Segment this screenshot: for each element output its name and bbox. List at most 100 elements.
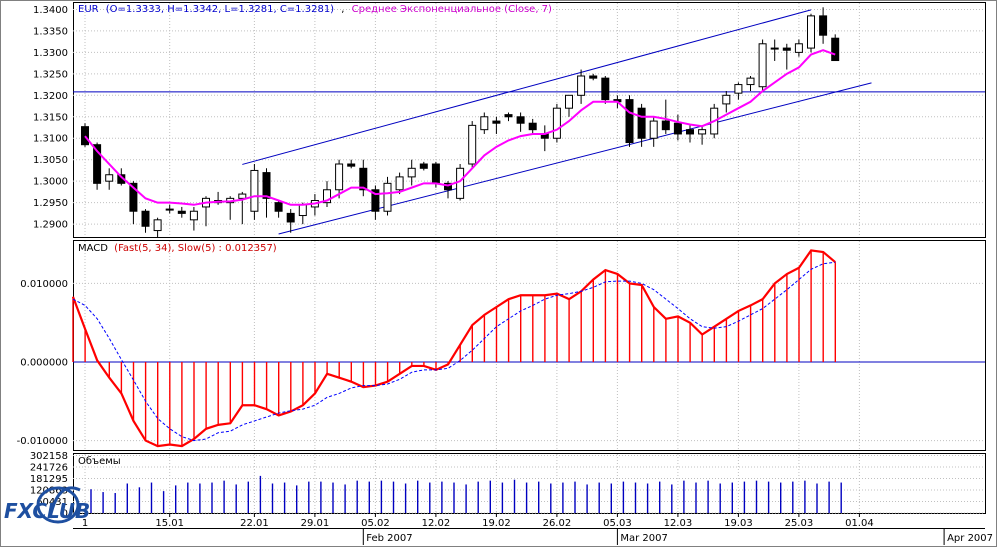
volume-y-tick-label: 60431 (36, 497, 68, 508)
candle-body (456, 167, 465, 199)
candle (722, 91, 731, 113)
candle-body (565, 94, 573, 109)
ema-label: Среднее Экспоненциальное (Close, 7) (352, 4, 552, 15)
price-header: EUR (O=1.3333, H=1.3342, L=1.3281, C=1.3… (78, 4, 552, 15)
volume-y-tick-label: 241726 (30, 462, 68, 473)
macd-header: MACD (Fast(5, 34), Slow(5) : 0.012357) (78, 243, 277, 254)
candle-body (177, 210, 186, 214)
candle-body (250, 169, 259, 212)
candle (819, 7, 828, 44)
x-axis: 1 15.01 22.01 29.01 05.02 12.02 19.02 26.02 05.0… (73, 513, 993, 545)
price-y-axis: 1.3400 1.3350 1.3300 1.3250 1.3200 1.3150 1.31… (33, 5, 68, 231)
x-tick-label: 12.02 (422, 518, 451, 529)
candle (746, 75, 755, 92)
x-tick-label: 26.02 (543, 518, 572, 529)
symbol-label: EUR (78, 4, 99, 15)
candle (601, 75, 610, 104)
month-label: Apr 2007 (947, 533, 993, 544)
candle (516, 112, 525, 132)
candle (238, 191, 247, 225)
macd-y-tick-label: -0.010000 (17, 436, 68, 447)
price-y-tick-label: 1.3150 (33, 112, 68, 123)
price-y-tick-label: 1.2950 (33, 198, 68, 209)
x-tick-label: 19.03 (724, 518, 753, 529)
candle-body (819, 15, 828, 36)
candle (347, 159, 356, 169)
x-tick-label: 29.01 (301, 518, 330, 529)
candle-body (323, 189, 331, 204)
candle-body (81, 126, 89, 146)
candle (770, 39, 779, 61)
candle (274, 200, 283, 218)
candle-body (238, 193, 247, 199)
volume-title: Объемы (78, 456, 121, 467)
candle-body (552, 107, 561, 139)
candle-body (528, 122, 537, 131)
candle (105, 168, 114, 190)
candle-body (468, 124, 477, 165)
candle (189, 206, 198, 231)
candle (323, 181, 331, 207)
candle (262, 168, 271, 218)
candle-body (601, 77, 610, 101)
macd-title: MACD (78, 243, 108, 254)
candle-body (419, 163, 428, 169)
price-y-tick-label: 1.3400 (33, 5, 68, 16)
candle-body (189, 210, 198, 221)
candle (407, 159, 416, 186)
x-tick-label: 1 (82, 518, 88, 529)
price-y-tick-label: 1.3250 (33, 69, 68, 80)
price-y-tick-label: 1.2900 (33, 220, 68, 231)
candle-body (577, 75, 586, 96)
candle (383, 176, 392, 216)
price-y-tick-label: 1.3000 (33, 177, 68, 188)
candle-body (758, 43, 767, 88)
candle-body (141, 210, 150, 227)
candle (577, 69, 586, 104)
candle (625, 95, 634, 147)
x-tick-label: 19.02 (482, 518, 511, 529)
macd-panel: 0.010000 0.000000 -0.010000 MACD (Fast(5, … (17, 240, 986, 451)
candle-body (722, 94, 731, 105)
candle (335, 159, 344, 199)
x-tick-label: 05.03 (603, 518, 632, 529)
candle-body (262, 172, 271, 199)
candle (359, 159, 368, 197)
macd-lines (71, 249, 837, 448)
candle (831, 34, 840, 62)
candle (673, 114, 682, 141)
header-separator: , (341, 4, 344, 15)
candle-body (274, 202, 283, 212)
volume-y-tick-label: 0 (62, 509, 68, 520)
x-tick-label: 05.02 (361, 518, 390, 529)
candle-body (105, 174, 114, 182)
candle-body (431, 163, 440, 184)
candle-body (298, 204, 307, 217)
candle-body (782, 47, 791, 51)
candle-body (93, 144, 102, 184)
candle (637, 103, 646, 147)
candle (504, 112, 513, 122)
candle-body (770, 47, 779, 50)
ema-line (84, 49, 836, 206)
candle (552, 103, 561, 143)
x-tick-label: 22.01 (240, 518, 269, 529)
volume-bars (90, 475, 842, 513)
candle-body (371, 189, 380, 212)
candle (589, 73, 598, 81)
candle-body (359, 167, 368, 191)
logo-text: FXCLUB (4, 499, 90, 523)
candle-body (153, 219, 162, 232)
channel-upper-line (242, 9, 812, 165)
candle (444, 181, 452, 199)
candle (528, 118, 537, 134)
candle (758, 39, 767, 92)
candle (468, 121, 477, 169)
candle (165, 204, 174, 214)
macd-line (71, 249, 837, 448)
candle-body (504, 114, 513, 118)
logo-ring (36, 486, 80, 524)
macd-y-tick-label: 0.010000 (20, 279, 68, 290)
candle-body (383, 182, 392, 212)
